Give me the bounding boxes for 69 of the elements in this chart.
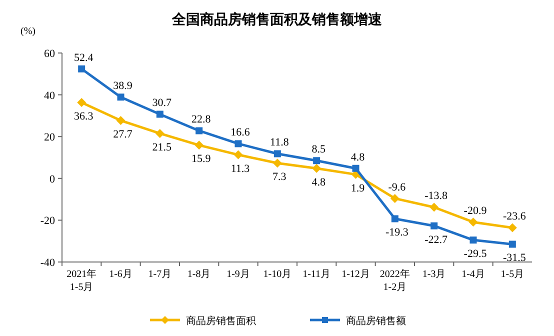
x-tick-label: 1-8月 bbox=[187, 269, 211, 280]
data-label: -29.5 bbox=[464, 248, 488, 260]
x-tick-label: 1-4月 bbox=[462, 269, 485, 280]
point bbox=[196, 127, 203, 134]
x-tick-label: 1-5月 bbox=[500, 269, 524, 280]
point bbox=[78, 65, 86, 72]
x-tick-label: 1-9月 bbox=[226, 269, 250, 280]
point bbox=[508, 223, 517, 232]
point bbox=[155, 128, 164, 138]
y-tick-label: -20 bbox=[40, 215, 56, 228]
legend-label: 商品房销售额 bbox=[346, 315, 406, 327]
point bbox=[391, 215, 398, 222]
data-label: 11.3 bbox=[230, 162, 250, 175]
data-label: -23.6 bbox=[502, 210, 526, 223]
legend-label: 商品房销售面积 bbox=[186, 315, 256, 327]
point bbox=[77, 98, 86, 108]
data-label: -20.9 bbox=[464, 205, 488, 218]
point bbox=[272, 158, 282, 168]
data-label: 8.5 bbox=[312, 144, 326, 156]
y-tick-label: -40 bbox=[40, 257, 56, 269]
x-tick-label: 1-12月 bbox=[342, 269, 370, 280]
x-tick-label: 1-11月 bbox=[302, 269, 331, 280]
data-label: -31.5 bbox=[502, 252, 526, 264]
chart-title: 全国商品房销售面积及销售额增速 bbox=[171, 11, 383, 28]
x-tick-label: 2022年 1-2月 bbox=[380, 268, 410, 293]
data-label: -13.8 bbox=[424, 190, 448, 202]
data-label: 16.6 bbox=[230, 126, 250, 139]
x-tick-label: 1-7月 bbox=[148, 269, 172, 280]
data-label: 4.8 bbox=[350, 151, 366, 164]
data-label: 30.7 bbox=[152, 97, 172, 110]
data-label: -9.6 bbox=[388, 181, 406, 194]
y-tick-label: 0 bbox=[50, 173, 56, 186]
data-label: 21.5 bbox=[152, 141, 172, 154]
y-tick-label: 20 bbox=[44, 132, 56, 144]
point bbox=[313, 157, 320, 164]
point bbox=[194, 140, 204, 150]
point bbox=[117, 94, 124, 101]
point bbox=[468, 218, 478, 227]
x-tick-label: 1-10月 bbox=[263, 269, 292, 280]
point bbox=[312, 164, 322, 173]
y-axis-title: (%) bbox=[20, 26, 36, 37]
data-label: 4.8 bbox=[312, 176, 326, 188]
x-tick-label: 2021年 1-5月 bbox=[66, 268, 97, 293]
point bbox=[390, 194, 400, 203]
data-label: 38.9 bbox=[113, 80, 133, 92]
data-label: 1.9 bbox=[350, 182, 366, 194]
point bbox=[430, 202, 439, 212]
point bbox=[234, 150, 243, 160]
y-tick-label: 40 bbox=[44, 90, 56, 102]
x-tick-label: 1-3月 bbox=[422, 269, 446, 280]
y-tick-label: 60 bbox=[44, 48, 56, 60]
data-label: 7.3 bbox=[272, 171, 287, 184]
point bbox=[352, 164, 360, 172]
data-label: 27.7 bbox=[113, 128, 133, 141]
point bbox=[274, 150, 281, 158]
point bbox=[470, 236, 477, 244]
data-label: -19.3 bbox=[385, 226, 409, 239]
data-label: 15.9 bbox=[191, 153, 212, 166]
point bbox=[116, 116, 126, 126]
point bbox=[234, 140, 242, 148]
x-tick-label: 1-6月 bbox=[109, 269, 132, 280]
data-label: 36.3 bbox=[74, 110, 94, 123]
data-label: 52.4 bbox=[74, 52, 94, 64]
point bbox=[430, 222, 438, 230]
data-label: -22.7 bbox=[424, 234, 448, 246]
data-label: 22.8 bbox=[191, 114, 212, 126]
point bbox=[508, 240, 516, 248]
data-label: 11.8 bbox=[270, 136, 290, 149]
point bbox=[156, 110, 164, 118]
